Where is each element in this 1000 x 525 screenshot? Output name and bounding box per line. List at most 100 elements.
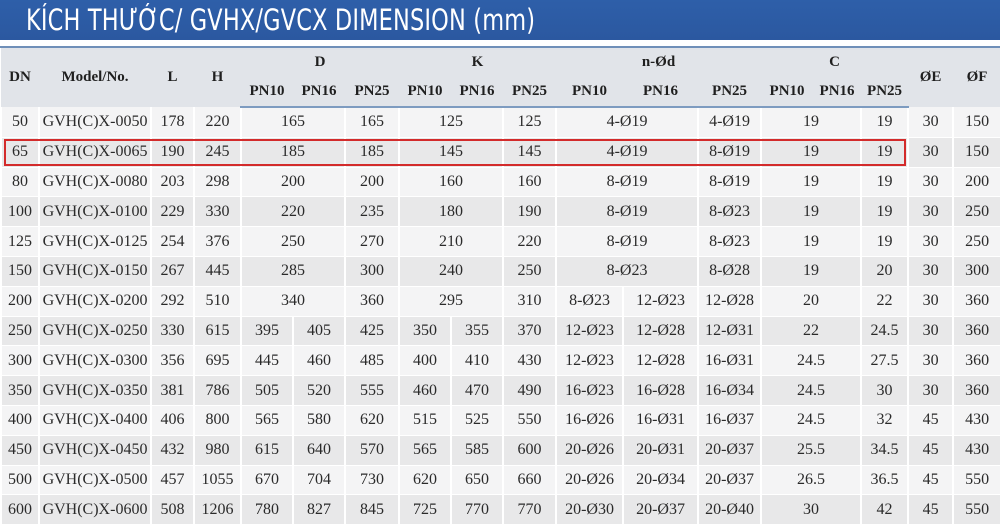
cell-k-pn16: 410 [450, 345, 505, 377]
cell-nod-pn10: 12-Ø23 [555, 345, 625, 377]
cell-d-pn25: 620 [343, 405, 401, 436]
cell-d-pn10: 565 [240, 405, 294, 436]
title-divider [0, 40, 1000, 48]
header-c-pn10: PN10 [761, 77, 814, 108]
cell-c-pn25: 19 [860, 107, 910, 138]
cell-k-pn10-pn16: 160 [398, 167, 505, 198]
cell-c-pn25: 19 [860, 226, 910, 257]
header-k-pn25: PN25 [503, 77, 557, 108]
cell-oe: 45 [907, 405, 955, 436]
cell-c-pn10-pn16: 19 [760, 107, 863, 138]
cell-h: 298 [193, 167, 242, 198]
cell-h: 695 [193, 345, 242, 377]
cell-of: 430 [952, 435, 1000, 466]
cell-k-pn10-pn16: 295 [398, 286, 505, 317]
cell-d-pn16: 460 [292, 345, 346, 377]
cell-d-pn25: 185 [343, 137, 401, 168]
header-dn: DN [1, 48, 39, 107]
cell-c-pn10-pn16: 19 [760, 167, 863, 198]
cell-nod-pn10: 8-Ø23 [555, 286, 625, 317]
cell-c-pn25: 24.5 [860, 316, 910, 347]
table-row: 600 GVH(C)X-0600 508 1206 780 827 845 725 770 770… [0, 494, 1000, 525]
cell-d-pn25: 270 [343, 226, 401, 257]
cell-k-pn25: 660 [502, 465, 558, 496]
cell-of: 550 [952, 465, 1000, 496]
cell-oe: 45 [907, 494, 955, 525]
cell-d-pn16: 405 [292, 316, 346, 347]
cell-model: GVH(C)X-0250 [38, 316, 152, 347]
cell-k-pn25: 125 [502, 107, 558, 138]
cell-of: 360 [952, 316, 1000, 347]
table-body: 50 GVH(C)X-0050 178 220 165 165 125 125 4-Ø19 4-Ø… [0, 107, 1000, 525]
cell-k-pn16: 770 [450, 494, 505, 525]
cell-nod-pn16: 20-Ø31 [622, 435, 700, 466]
cell-k-pn25: 770 [502, 494, 558, 525]
cell-oe: 45 [907, 465, 955, 496]
cell-d-pn16: 580 [292, 405, 346, 436]
cell-k-pn25: 220 [502, 226, 558, 257]
cell-k-pn16: 470 [450, 375, 505, 406]
cell-k-pn10: 515 [398, 405, 453, 436]
cell-c-pn25: 32 [860, 405, 910, 436]
cell-model: GVH(C)X-0150 [38, 256, 152, 287]
cell-d-pn10: 780 [240, 494, 294, 525]
cell-nod-pn25: 8-Ø23 [697, 196, 763, 228]
cell-nod-pn10-pn16: 8-Ø19 [555, 196, 700, 228]
cell-k-pn25: 310 [502, 286, 558, 317]
cell-k-pn25: 550 [502, 405, 558, 436]
cell-oe: 30 [907, 137, 955, 168]
cell-k-pn25: 370 [502, 316, 558, 347]
header-c-pn25: PN25 [861, 77, 909, 108]
cell-nod-pn10-pn16: 4-Ø19 [555, 107, 700, 138]
cell-d-pn10: 670 [240, 465, 294, 496]
cell-d-pn25: 845 [343, 494, 401, 525]
cell-c-pn25: 22 [860, 286, 910, 317]
cell-h: 220 [193, 107, 242, 138]
page-title: KÍCH THƯỚC/ GVHX/GVCX DIMENSION (mm) [26, 3, 536, 37]
cell-dn: 50 [0, 107, 40, 138]
table-row: 300 GVH(C)X-0300 356 695 445 460 485 400 410 430 1… [0, 345, 1000, 377]
cell-dn: 250 [0, 316, 40, 347]
cell-nod-pn25: 16-Ø31 [697, 345, 763, 377]
table-row: 250 GVH(C)X-0250 330 615 395 405 425 350 355 370 1… [0, 316, 1000, 347]
cell-nod-pn25: 16-Ø34 [697, 375, 763, 406]
cell-c-pn25: 36.5 [860, 465, 910, 496]
cell-k-pn10: 565 [398, 435, 453, 466]
cell-of: 150 [952, 137, 1000, 168]
cell-dn: 80 [0, 167, 40, 198]
cell-c-pn10-pn16: 19 [760, 226, 863, 257]
cell-model: GVH(C)X-0050 [38, 107, 152, 138]
cell-d-pn10-pn16: 220 [240, 196, 346, 228]
cell-c-pn10-pn16: 24.5 [760, 345, 863, 377]
cell-h: 510 [193, 286, 242, 317]
header-row-pressure: PN10 PN16 PN25 PN10 PN16 PN25 PN10 PN16 … [1, 77, 1000, 108]
cell-h: 245 [193, 137, 242, 168]
cell-h: 445 [193, 256, 242, 287]
cell-d-pn25: 200 [343, 167, 401, 198]
cell-l: 254 [150, 226, 195, 257]
cell-d-pn10: 445 [240, 345, 294, 377]
cell-l: 178 [150, 107, 195, 138]
cell-k-pn10: 725 [398, 494, 453, 525]
cell-model: GVH(C)X-0100 [38, 196, 152, 228]
cell-model: GVH(C)X-0080 [38, 167, 152, 198]
cell-nod-pn10: 16-Ø26 [555, 405, 625, 436]
cell-l: 267 [150, 256, 195, 287]
table-row: 450 GVH(C)X-0450 432 980 615 640 570 565 585 600 2… [0, 435, 1000, 466]
cell-k-pn16: 650 [450, 465, 505, 496]
cell-oe: 30 [907, 375, 955, 406]
cell-l: 356 [150, 345, 195, 377]
cell-of: 360 [952, 286, 1000, 317]
cell-l: 229 [150, 196, 195, 228]
cell-c-pn10-pn16: 19 [760, 256, 863, 287]
cell-c-pn10-pn16: 25.5 [760, 435, 863, 466]
cell-nod-pn10-pn16: 8-Ø23 [555, 256, 700, 287]
cell-h: 330 [193, 196, 242, 228]
table-row: 65 GVH(C)X-0065 190 245 185 185 145 145 4-Ø19 8-Ø… [0, 137, 1000, 168]
cell-k-pn10: 620 [398, 465, 453, 496]
header-d-pn25: PN25 [345, 77, 400, 108]
cell-c-pn25: 34.5 [860, 435, 910, 466]
cell-model: GVH(C)X-0450 [38, 435, 152, 466]
cell-l: 330 [150, 316, 195, 347]
cell-nod-pn25: 8-Ø19 [697, 167, 763, 198]
